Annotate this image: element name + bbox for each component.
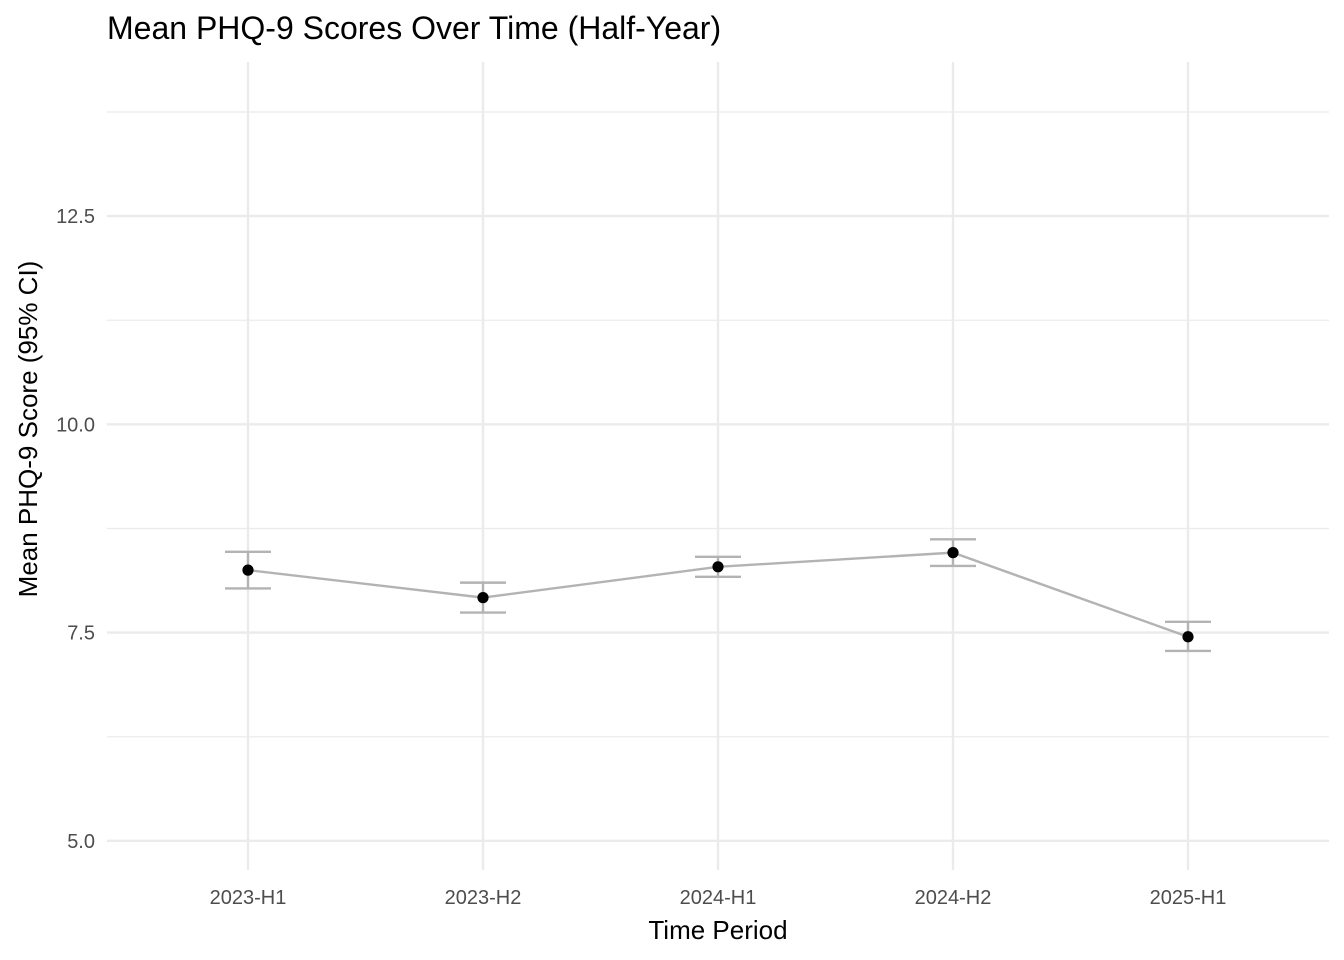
data-point [1182,631,1194,643]
y-axis-ticks: 5.0 7.5 10.0 12.5 [56,206,95,853]
x-axis-title: Time Period [648,915,787,945]
x-tick-label: 2024-H1 [680,887,757,909]
x-tick-label: 2024-H2 [915,887,992,909]
y-tick-label: 10.0 [56,414,95,436]
y-tick-label: 12.5 [56,206,95,228]
x-tick-label: 2023-H2 [445,887,522,909]
x-tick-label: 2023-H1 [210,887,287,909]
data-point [477,592,489,604]
x-axis-ticks: 2023-H1 2023-H2 2024-H1 2024-H2 2025-H1 [210,887,1227,909]
chart-title: Mean PHQ-9 Scores Over Time (Half-Year) [107,10,721,46]
data-point [712,561,724,573]
series-layer [225,538,1211,653]
data-point [242,564,254,576]
y-tick-label: 7.5 [67,623,95,645]
x-tick-label: 2025-H1 [1150,887,1227,909]
grid-lines [107,62,1329,870]
y-tick-label: 5.0 [67,831,95,853]
y-axis-title: Mean PHQ-9 Score (95% CI) [13,261,43,598]
data-point [947,547,959,559]
